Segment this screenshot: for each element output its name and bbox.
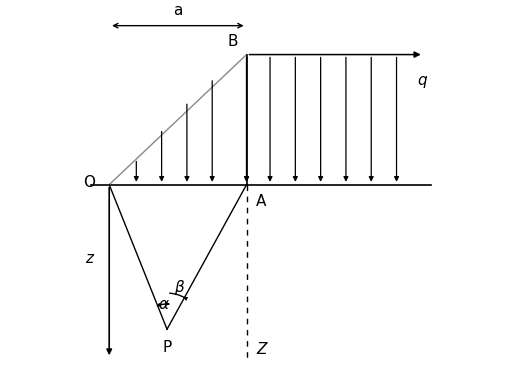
- Text: O: O: [83, 175, 95, 190]
- Text: P: P: [162, 340, 172, 355]
- Text: β: β: [174, 280, 184, 295]
- Text: B: B: [227, 34, 238, 49]
- Text: q: q: [417, 73, 426, 88]
- Text: A: A: [256, 194, 266, 209]
- Text: z: z: [85, 251, 93, 266]
- Text: Z: Z: [257, 341, 267, 357]
- Text: α: α: [159, 297, 169, 312]
- Text: a: a: [173, 3, 183, 18]
